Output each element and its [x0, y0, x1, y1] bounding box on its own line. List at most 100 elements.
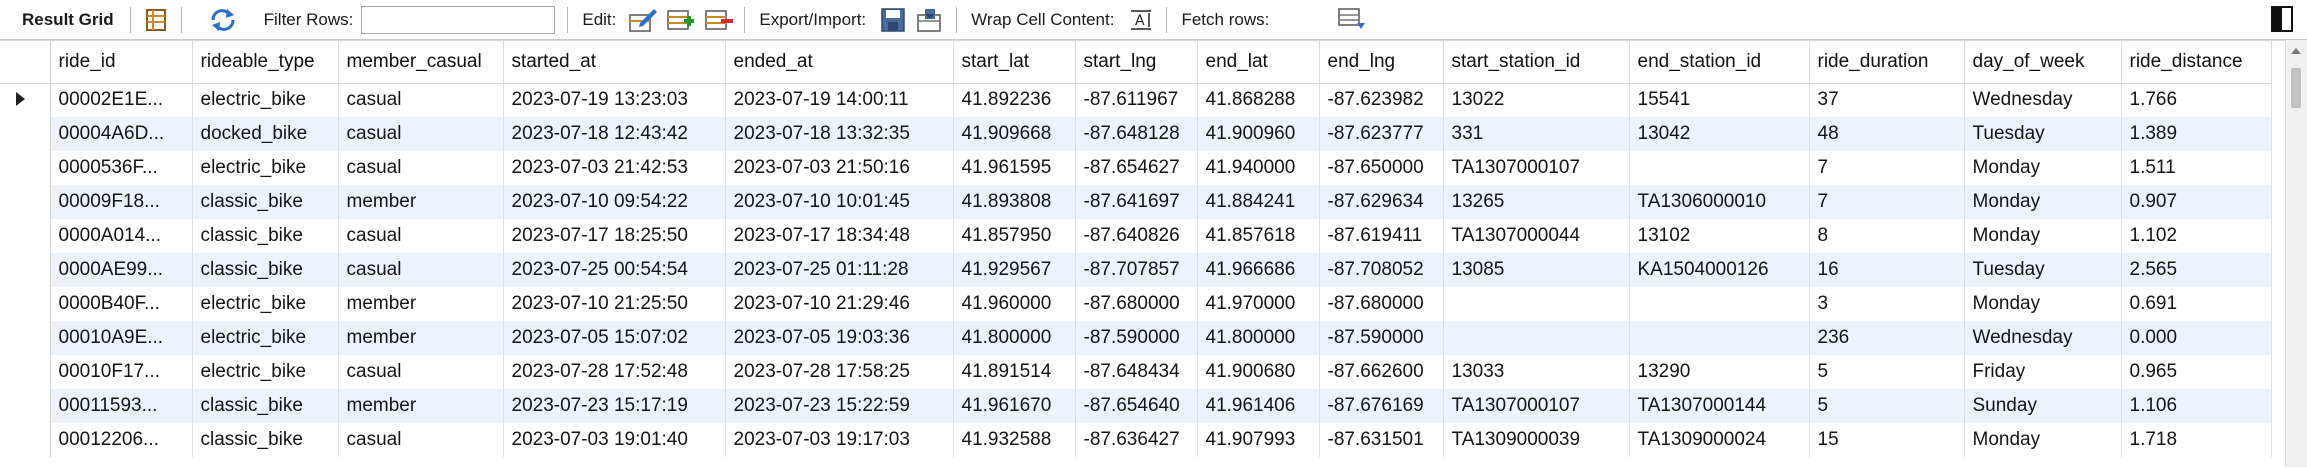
- cell-day-of-week[interactable]: Monday: [1964, 151, 2122, 185]
- cell-day-of-week[interactable]: Tuesday: [1964, 117, 2122, 151]
- cell-ended-at[interactable]: 2023-07-19 14:00:11: [725, 83, 954, 117]
- cell-ride-distance[interactable]: 1.766: [2121, 83, 2272, 117]
- cell-ride-duration[interactable]: 5: [1809, 389, 1965, 423]
- cell-ride-distance[interactable]: 1.389: [2121, 117, 2272, 151]
- cell-ride-duration[interactable]: 3: [1809, 287, 1965, 321]
- column-header-ride-duration[interactable]: ride_duration: [1809, 41, 1965, 84]
- cell-start-station-id[interactable]: 13265: [1443, 185, 1630, 219]
- fetch-rows-icon[interactable]: [1337, 5, 1367, 35]
- cell-day-of-week[interactable]: Wednesday: [1964, 83, 2122, 117]
- cell-ended-at[interactable]: 2023-07-10 10:01:45: [725, 185, 954, 219]
- cell-ride-id[interactable]: 00011593...: [50, 389, 193, 423]
- column-header-ended-at[interactable]: ended_at: [725, 41, 954, 84]
- cell-start-lng[interactable]: -87.611967: [1075, 83, 1198, 117]
- cell-end-station-id[interactable]: 13102: [1629, 219, 1810, 253]
- cell-end-station-id[interactable]: 13290: [1629, 355, 1810, 389]
- cell-day-of-week[interactable]: Monday: [1964, 185, 2122, 219]
- cell-ride-duration[interactable]: 8: [1809, 219, 1965, 253]
- table-row[interactable]: 0000AE99... classic_bike casual 2023-07-25 …: [0, 253, 2272, 287]
- delete-row-icon[interactable]: [704, 5, 734, 35]
- cell-ride-duration[interactable]: 7: [1809, 185, 1965, 219]
- cell-end-lat[interactable]: 41.970000: [1197, 287, 1320, 321]
- cell-start-station-id[interactable]: TA1307000044: [1443, 219, 1630, 253]
- grid-layout-icon[interactable]: [141, 5, 171, 35]
- cell-end-station-id[interactable]: [1629, 287, 1810, 321]
- cell-day-of-week[interactable]: Monday: [1964, 287, 2122, 321]
- cell-day-of-week[interactable]: Tuesday: [1964, 253, 2122, 287]
- row-selector[interactable]: [0, 219, 51, 253]
- cell-ride-id[interactable]: 00002E1E...: [50, 83, 193, 117]
- cell-end-lng[interactable]: -87.623982: [1319, 83, 1444, 117]
- scroll-up-icon[interactable]: [2291, 48, 2301, 54]
- table-row[interactable]: 0000A014... classic_bike casual 2023-07-17 …: [0, 219, 2272, 253]
- table-row[interactable]: 00011593... classic_bike member 2023-07-23 …: [0, 389, 2272, 423]
- cell-end-station-id[interactable]: [1629, 321, 1810, 355]
- column-header-ride-distance[interactable]: ride_distance: [2121, 41, 2272, 84]
- column-header-start-lng[interactable]: start_lng: [1075, 41, 1198, 84]
- row-selector[interactable]: [0, 151, 51, 185]
- cell-day-of-week[interactable]: Wednesday: [1964, 321, 2122, 355]
- cell-ride-id[interactable]: 00004A6D...: [50, 117, 193, 151]
- cell-start-lat[interactable]: 41.857950: [953, 219, 1076, 253]
- table-row[interactable]: 00004A6D... docked_bike casual 2023-07-18 1…: [0, 117, 2272, 151]
- cell-day-of-week[interactable]: Sunday: [1964, 389, 2122, 423]
- table-row[interactable]: 00012206... classic_bike casual 2023-07-03 …: [0, 423, 2272, 457]
- cell-ride-distance[interactable]: 0.000: [2121, 321, 2272, 355]
- cell-ride-distance[interactable]: 2.565: [2121, 253, 2272, 287]
- cell-ride-id[interactable]: 0000B40F...: [50, 287, 193, 321]
- cell-start-lng[interactable]: -87.640826: [1075, 219, 1198, 253]
- cell-ended-at[interactable]: 2023-07-25 01:11:28: [725, 253, 954, 287]
- export-icon[interactable]: [878, 5, 908, 35]
- cell-start-lat[interactable]: 41.892236: [953, 83, 1076, 117]
- cell-member-casual[interactable]: casual: [338, 83, 504, 117]
- cell-start-station-id[interactable]: 13085: [1443, 253, 1630, 287]
- row-selector[interactable]: [0, 117, 51, 151]
- cell-start-lng[interactable]: -87.654627: [1075, 151, 1198, 185]
- table-row[interactable]: 00002E1E... electric_bike casual 2023-07-19…: [0, 83, 2272, 117]
- cell-end-lat[interactable]: 41.907993: [1197, 423, 1320, 457]
- import-icon[interactable]: [916, 5, 946, 35]
- cell-start-lng[interactable]: -87.654640: [1075, 389, 1198, 423]
- vertical-scrollbar[interactable]: [2285, 40, 2307, 467]
- cell-end-lng[interactable]: -87.650000: [1319, 151, 1444, 185]
- cell-start-lat[interactable]: 41.960000: [953, 287, 1076, 321]
- column-header-started-at[interactable]: started_at: [503, 41, 726, 84]
- cell-started-at[interactable]: 2023-07-23 15:17:19: [503, 389, 726, 423]
- cell-ride-id[interactable]: 00010F17...: [50, 355, 193, 389]
- cell-day-of-week[interactable]: Friday: [1964, 355, 2122, 389]
- column-header-end-lat[interactable]: end_lat: [1197, 41, 1320, 84]
- cell-member-casual[interactable]: member: [338, 321, 504, 355]
- cell-rideable-type[interactable]: classic_bike: [192, 389, 339, 423]
- cell-ride-duration[interactable]: 5: [1809, 355, 1965, 389]
- cell-start-lat[interactable]: 41.961595: [953, 151, 1076, 185]
- column-header-member-casual[interactable]: member_casual: [338, 41, 504, 84]
- cell-end-lat[interactable]: 41.900680: [1197, 355, 1320, 389]
- row-selector[interactable]: [0, 423, 51, 457]
- cell-start-station-id[interactable]: TA1309000039: [1443, 423, 1630, 457]
- cell-start-station-id[interactable]: 331: [1443, 117, 1630, 151]
- cell-started-at[interactable]: 2023-07-28 17:52:48: [503, 355, 726, 389]
- row-selector[interactable]: [0, 389, 51, 423]
- cell-ended-at[interactable]: 2023-07-28 17:58:25: [725, 355, 954, 389]
- cell-member-casual[interactable]: member: [338, 185, 504, 219]
- row-selector[interactable]: [0, 355, 51, 389]
- cell-end-lat[interactable]: 41.961406: [1197, 389, 1320, 423]
- cell-ended-at[interactable]: 2023-07-17 18:34:48: [725, 219, 954, 253]
- cell-member-casual[interactable]: member: [338, 287, 504, 321]
- row-selector[interactable]: [0, 321, 51, 355]
- column-header-ride-id[interactable]: ride_id: [50, 41, 193, 84]
- cell-ride-duration[interactable]: 236: [1809, 321, 1965, 355]
- cell-start-lat[interactable]: 41.932588: [953, 423, 1076, 457]
- cell-member-casual[interactable]: casual: [338, 355, 504, 389]
- column-header-end-lng[interactable]: end_lng: [1319, 41, 1444, 84]
- row-selector[interactable]: [0, 287, 51, 321]
- cell-started-at[interactable]: 2023-07-17 18:25:50: [503, 219, 726, 253]
- cell-ride-duration[interactable]: 16: [1809, 253, 1965, 287]
- cell-end-station-id[interactable]: TA1306000010: [1629, 185, 1810, 219]
- cell-rideable-type[interactable]: electric_bike: [192, 287, 339, 321]
- cell-rideable-type[interactable]: classic_bike: [192, 423, 339, 457]
- cell-end-lng[interactable]: -87.676169: [1319, 389, 1444, 423]
- cell-start-lat[interactable]: 41.909668: [953, 117, 1076, 151]
- cell-start-lat[interactable]: 41.800000: [953, 321, 1076, 355]
- cell-rideable-type[interactable]: electric_bike: [192, 321, 339, 355]
